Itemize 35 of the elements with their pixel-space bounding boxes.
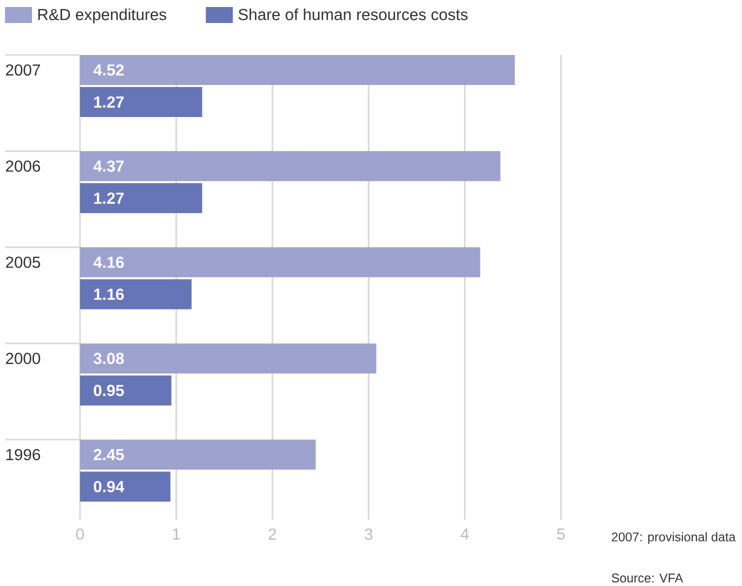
- data-label: 1.27: [94, 96, 124, 108]
- bar: [80, 279, 192, 310]
- x-tick-label: 5: [557, 528, 565, 540]
- data-label: 4.52: [93, 64, 124, 76]
- data-label: 1.16: [94, 288, 124, 300]
- y-tick-label: 2006: [6, 160, 40, 172]
- data-label: 4.37: [93, 160, 124, 172]
- x-tick-label: 4: [460, 528, 469, 540]
- data-label: 4.16: [93, 256, 124, 268]
- bar: [80, 151, 500, 182]
- bar: [80, 343, 376, 374]
- x-tick-label: 3: [364, 528, 372, 540]
- y-tick-label: 2007: [6, 64, 40, 76]
- legend-label: R&D expenditures: [38, 8, 166, 24]
- data-label: 0.95: [94, 384, 124, 396]
- data-label: 0.94: [94, 480, 124, 492]
- data-label: 2.45: [94, 448, 124, 460]
- y-tick-label: 1996: [6, 448, 40, 460]
- y-tick-label: 2000: [6, 352, 40, 364]
- source-note: Source: VFA: [612, 574, 684, 582]
- x-tick-label: 2: [268, 528, 276, 540]
- text: 2007: provisional data: [612, 532, 736, 544]
- x-tick-label: 0: [76, 528, 84, 540]
- bar: [80, 54, 515, 85]
- bar: [80, 375, 172, 406]
- bar: [80, 183, 202, 214]
- bar: [80, 86, 202, 117]
- bar: [80, 472, 170, 502]
- legend-label: Share of human resources costs: [238, 8, 468, 20]
- data-label: 1.27: [94, 192, 124, 204]
- data-label: 3.08: [94, 352, 124, 364]
- bar: [80, 247, 480, 278]
- bar: [80, 440, 316, 470]
- x-tick-label: 1: [172, 528, 180, 540]
- y-tick-label: 2005: [6, 256, 40, 268]
